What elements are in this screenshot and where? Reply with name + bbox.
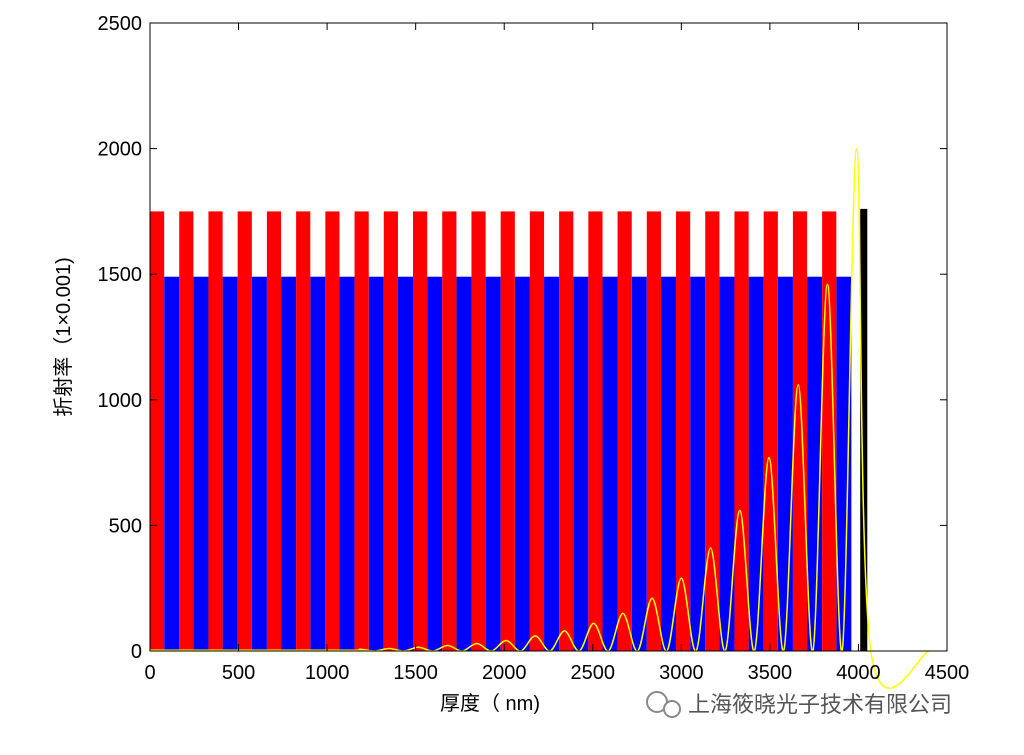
watermark-icon xyxy=(646,691,681,718)
layer-bar xyxy=(442,211,457,651)
x-tick-label: 3000 xyxy=(659,662,704,684)
layer-bar xyxy=(368,276,384,651)
layer-bar xyxy=(514,276,530,651)
layer-bar xyxy=(325,211,340,651)
layer-bar xyxy=(690,276,706,651)
layer-bar xyxy=(719,276,735,651)
x-tick-label: 4500 xyxy=(925,662,970,684)
plot-area xyxy=(149,147,930,689)
x-tick-label: 1500 xyxy=(393,662,438,684)
layer-bar xyxy=(544,276,560,651)
layer-bar xyxy=(777,276,793,651)
layer-bar xyxy=(705,211,720,651)
layer-bar xyxy=(208,211,223,651)
layer-bar xyxy=(413,211,428,651)
layer-bar xyxy=(164,276,180,651)
layer-bar xyxy=(471,211,486,651)
y-tick-label: 2500 xyxy=(98,13,143,35)
layer-bar xyxy=(456,276,472,651)
layer-bar xyxy=(836,276,852,651)
layer-bar xyxy=(602,276,618,651)
layer-bar xyxy=(427,276,443,651)
x-tick-label: 3500 xyxy=(748,662,793,684)
layer-bar xyxy=(822,211,837,651)
layer-bar xyxy=(860,208,868,651)
x-axis-label: 厚度（ nm) xyxy=(440,692,540,715)
layer-bar xyxy=(748,276,764,651)
x-tick-label: 2000 xyxy=(482,662,527,684)
layer-bar xyxy=(660,276,677,651)
layer-bar xyxy=(179,211,194,651)
layer-bar xyxy=(763,211,778,651)
field-line xyxy=(149,147,930,689)
layer-bar xyxy=(354,211,369,651)
layer-bar xyxy=(485,276,501,651)
layer-bar xyxy=(792,211,808,651)
x-tick-label: 0 xyxy=(144,662,155,684)
y-tick-label: 2000 xyxy=(98,139,143,161)
y-tick-label: 0 xyxy=(131,641,142,663)
layer-bar xyxy=(339,276,355,651)
axes-box xyxy=(149,22,948,652)
layer-bar xyxy=(193,276,209,651)
layer-bar xyxy=(631,276,647,651)
layer-bar xyxy=(573,276,589,651)
layer-bar xyxy=(676,211,691,651)
layer-bar xyxy=(266,211,282,651)
x-tick-label: 4000 xyxy=(836,662,881,684)
layer-bar xyxy=(281,276,297,651)
layer-bar xyxy=(617,211,632,651)
layer-bar xyxy=(529,211,545,651)
x-tick-label: 2500 xyxy=(571,662,616,684)
y-axis-label: 折射率（1×0.001) xyxy=(52,257,75,417)
layer-bar xyxy=(646,211,661,651)
layer-bar xyxy=(237,211,252,651)
layer-bar xyxy=(222,276,238,651)
x-tick-label: 500 xyxy=(222,662,255,684)
layer-bar xyxy=(310,276,326,651)
layer-bar xyxy=(296,211,311,651)
x-tick-label: 1000 xyxy=(305,662,350,684)
layer-bar xyxy=(397,276,414,651)
layer-bar xyxy=(807,276,823,651)
layer-bar xyxy=(588,211,603,651)
layer-bar xyxy=(150,211,165,651)
layer-bar xyxy=(500,211,515,651)
layer-bar xyxy=(383,211,398,651)
y-tick-label: 1500 xyxy=(98,264,143,286)
y-tick-label: 1000 xyxy=(98,390,143,412)
y-tick-label: 500 xyxy=(109,515,142,537)
layer-bar xyxy=(734,211,749,651)
layer-bar xyxy=(251,276,267,651)
watermark: 上海筱晓光子技术有限公司 xyxy=(688,693,952,718)
layer-bar xyxy=(559,211,574,651)
